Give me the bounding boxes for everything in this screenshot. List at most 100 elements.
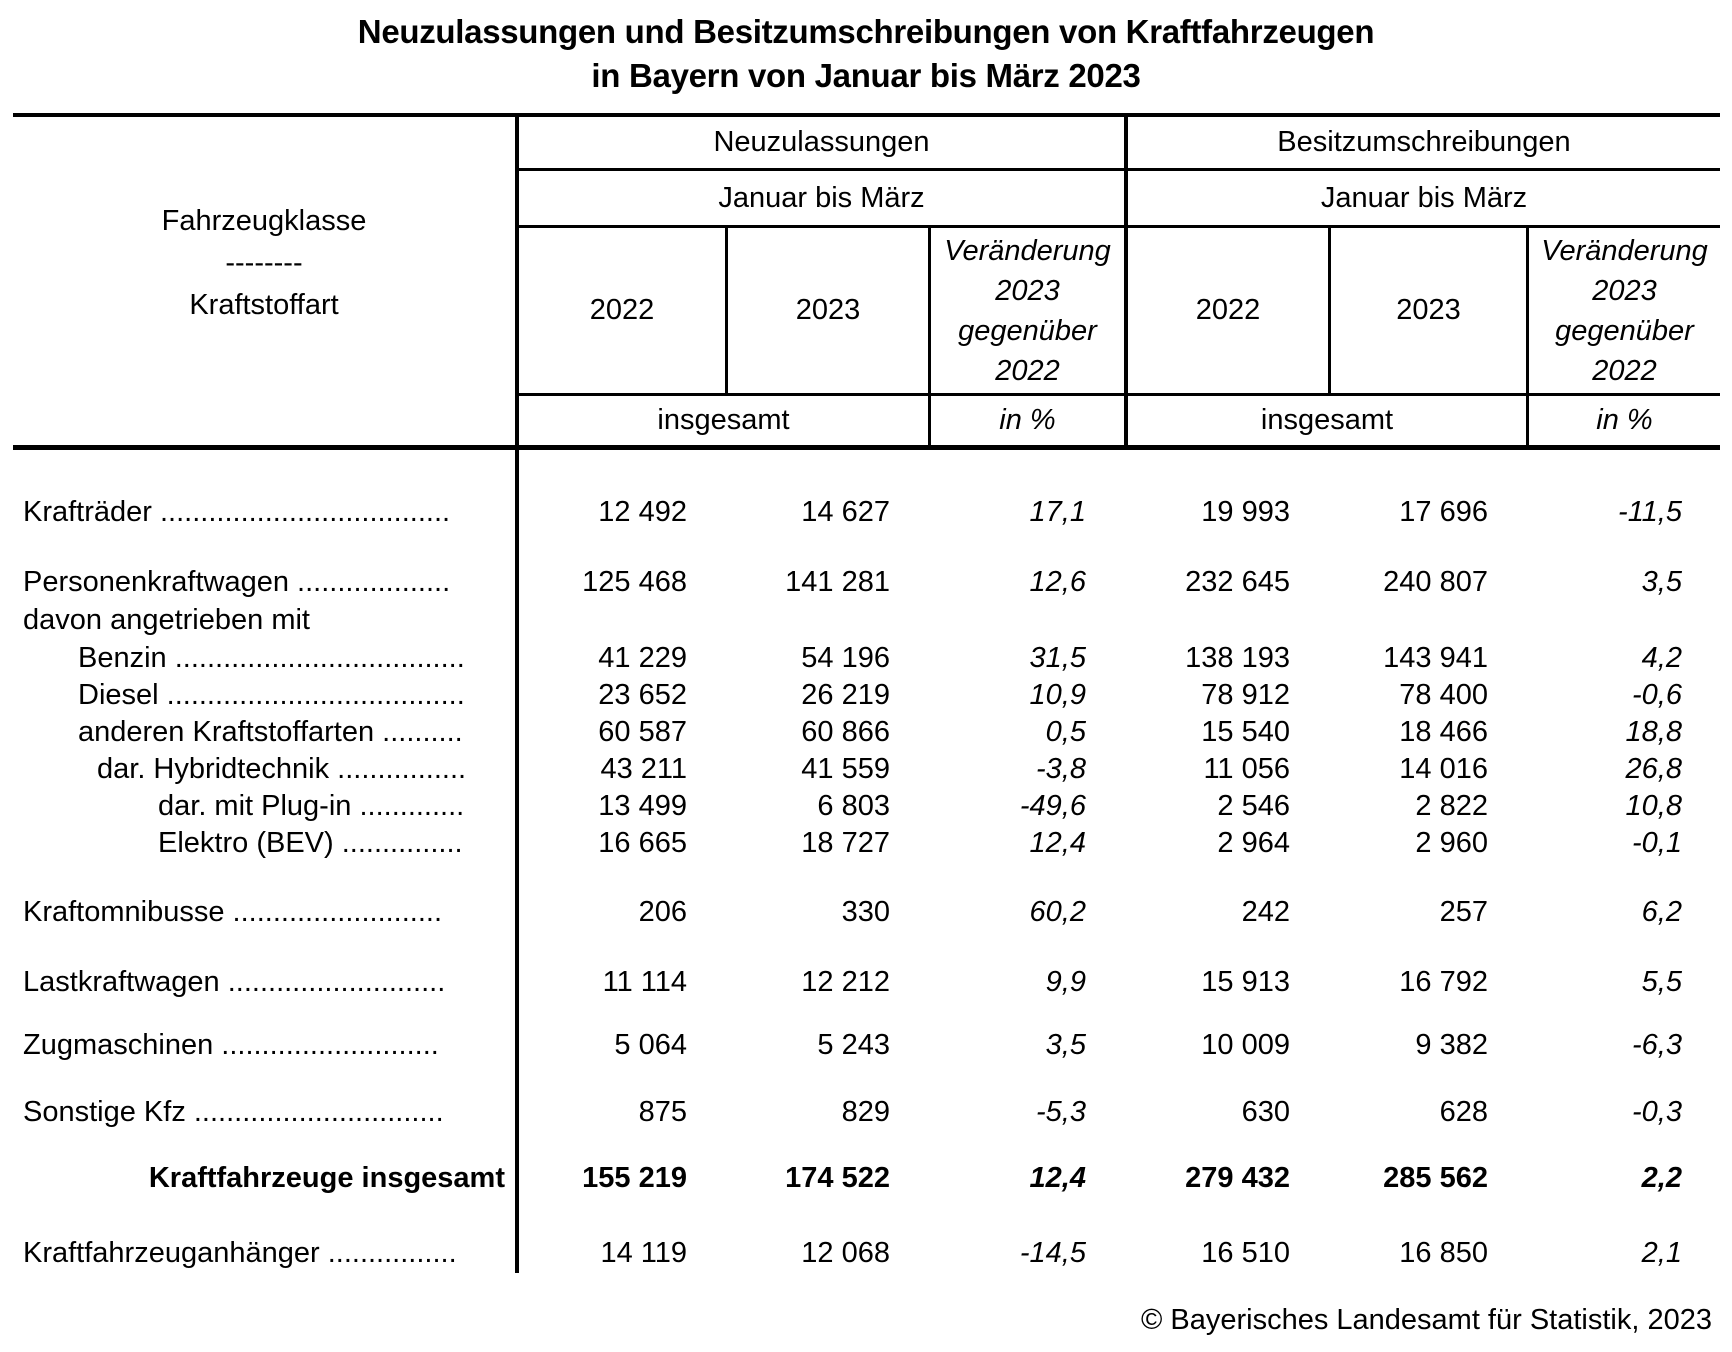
table-row-zugmaschinen: Zugmaschinen ...........................… (13, 1025, 1720, 1065)
page-title-line2: in Bayern von Januar bis März 2023 (591, 57, 1141, 94)
row-value-bu-2022: 16 510 (1201, 1236, 1290, 1269)
row-label: Elektro (BEV) ............... (158, 826, 463, 859)
row-value-nz-change: -14,5 (1019, 1236, 1086, 1269)
row-label: anderen Kraftstoffarten .......... (78, 715, 463, 748)
col-header-nz-change: Veränderung 2023 gegenüber 2022 (928, 228, 1124, 396)
row-value-bu-2023: 2 960 (1415, 826, 1488, 859)
row-value-bu-2022: 15 540 (1201, 715, 1290, 748)
row-label: Sonstige Kfz ...........................… (23, 1095, 444, 1128)
row-value-nz-change: 31,5 (1029, 641, 1086, 674)
row-value-nz-2022: 16 665 (598, 826, 687, 859)
row-value-nz-change: -5,3 (1036, 1095, 1086, 1128)
table-row-kraftfahrzeuganhaenger: Kraftfahrzeuganhänger ................ 14… (13, 1233, 1720, 1273)
row-value-bu-2023: 143 941 (1383, 641, 1488, 674)
row-value-nz-2023: 829 (841, 1095, 890, 1128)
row-value-nz-2022: 11 114 (602, 965, 687, 998)
row-value-nz-2023: 18 727 (801, 826, 890, 859)
row-value-nz-2022: 5 064 (614, 1028, 687, 1061)
row-value-nz-2023: 330 (841, 895, 890, 928)
row-value-bu-change: -0,6 (1632, 678, 1682, 711)
row-value-bu-2022: 15 913 (1201, 965, 1290, 998)
row-value-nz-change: -49,6 (1019, 789, 1086, 822)
row-value-nz-2022: 60 587 (598, 715, 687, 748)
row-value-nz-2022: 125 468 (582, 565, 687, 598)
row-value-nz-2022: 14 119 (600, 1236, 687, 1269)
stub-header: Fahrzeugklasse -------- Kraftstoffart (13, 117, 519, 445)
row-value-bu-change: 2,1 (1641, 1236, 1682, 1269)
row-value-bu-2023: 16 792 (1399, 965, 1488, 998)
row-label: Diesel .................................… (78, 678, 465, 711)
copyright-note: © Bayerisches Landesamt für Statistik, 2… (1140, 1304, 1712, 1336)
row-value-bu-2023: 17 696 (1399, 495, 1488, 528)
row-value-bu-2023: 16 850 (1399, 1236, 1488, 1269)
row-label: Kraftomnibusse .........................… (23, 895, 443, 928)
col-header-bu-change: Veränderung 2023 gegenüber 2022 (1526, 228, 1720, 396)
table-row-hybridtechnik: dar. Hybridtechnik ................ 43 21… (13, 749, 1720, 789)
row-value-nz-2022: 875 (638, 1095, 687, 1128)
row-value-bu-2023: 2 822 (1415, 789, 1488, 822)
row-label: Lastkraftwagen .........................… (23, 965, 446, 998)
row-value-nz-change: 60,2 (1029, 895, 1086, 928)
period-header-besitzumschreibungen: Januar bis März (1124, 171, 1720, 228)
page-title-line1: Neuzulassungen und Besitzumschreibungen … (357, 13, 1375, 50)
row-value-nz-2023: 41 559 (801, 752, 890, 785)
table-row-sonstige-kfz: Sonstige Kfz ...........................… (13, 1092, 1720, 1132)
row-value-nz-2023: 60 866 (801, 715, 890, 748)
col-header-nz-2022: 2022 (519, 228, 725, 396)
row-value-bu-change: 10,8 (1625, 789, 1682, 822)
row-value-nz-change: 12,4 (1029, 1161, 1086, 1194)
table-row-personenkraftwagen: Personenkraftwagen ................... 12… (13, 562, 1720, 602)
group-header-besitzumschreibungen: Besitzumschreibungen (1124, 117, 1720, 171)
row-value-bu-change: 18,8 (1625, 715, 1682, 748)
row-value-bu-2022: 242 (1241, 895, 1290, 928)
row-label: Personenkraftwagen ................... (23, 565, 451, 598)
row-label: Kraftfahrzeuge insgesamt (148, 1161, 505, 1194)
row-label: Krafträder .............................… (23, 495, 451, 528)
row-value-nz-2022: 43 211 (600, 752, 687, 785)
row-value-bu-change: 26,8 (1625, 752, 1682, 785)
row-value-bu-2023: 18 466 (1399, 715, 1488, 748)
row-value-nz-change: -3,8 (1036, 752, 1086, 785)
row-value-nz-change: 12,4 (1029, 826, 1086, 859)
stub-header-divider: -------- (225, 247, 303, 279)
table-row-diesel: Diesel .................................… (13, 675, 1720, 715)
row-value-nz-2022: 12 492 (598, 495, 687, 528)
row-value-bu-2022: 11 056 (1203, 752, 1290, 785)
row-label: Zugmaschinen ........................... (23, 1028, 439, 1061)
row-value-nz-2023: 5 243 (817, 1028, 890, 1061)
col-header-bu-2022: 2022 (1124, 228, 1328, 396)
row-label: Benzin .................................… (78, 641, 465, 674)
row-value-bu-change: -0,3 (1632, 1095, 1682, 1128)
row-value-bu-2022: 2 964 (1217, 826, 1290, 859)
row-value-nz-change: 0,5 (1045, 715, 1086, 748)
row-value-nz-2023: 174 522 (785, 1161, 890, 1194)
col-header-nz-2023: 2023 (725, 228, 928, 396)
row-value-nz-change: 10,9 (1029, 678, 1086, 711)
unit-header-bu-insgesamt: insgesamt (1124, 396, 1526, 445)
stub-column-divider (515, 450, 519, 1273)
row-value-bu-change: -0,1 (1632, 826, 1682, 859)
row-label: Kraftfahrzeuganhänger ................ (23, 1236, 457, 1269)
row-value-bu-change: 6,2 (1641, 895, 1682, 928)
row-value-nz-2022: 41 229 (598, 641, 687, 674)
row-value-bu-2022: 138 193 (1185, 641, 1290, 674)
row-value-bu-2022: 232 645 (1185, 565, 1290, 598)
row-value-nz-2022: 155 219 (582, 1161, 687, 1194)
row-value-nz-2023: 141 281 (785, 565, 890, 598)
row-value-bu-2023: 240 807 (1383, 565, 1488, 598)
row-value-bu-2022: 19 993 (1201, 495, 1290, 528)
row-value-bu-change: 3,5 (1641, 565, 1682, 598)
table-row-kraftraeder: Krafträder .............................… (13, 492, 1720, 532)
row-value-bu-2023: 628 (1439, 1095, 1488, 1128)
col-header-bu-2023: 2023 (1328, 228, 1526, 396)
row-value-nz-2023: 54 196 (801, 641, 890, 674)
table-header: Fahrzeugklasse -------- Kraftstoffart Ne… (13, 113, 1720, 450)
unit-header-bu-percent: in % (1526, 396, 1720, 445)
row-label: davon angetrieben mit (23, 603, 310, 636)
row-value-nz-2022: 206 (638, 895, 687, 928)
row-value-bu-2023: 285 562 (1383, 1161, 1488, 1194)
table-row-benzin: Benzin .................................… (13, 638, 1720, 678)
page-title: Neuzulassungen und Besitzumschreibungen … (0, 10, 1732, 98)
row-value-bu-2023: 78 400 (1399, 678, 1488, 711)
table-row-kraftfahrzeuge-insgesamt: Kraftfahrzeuge insgesamt 155 219 174 522 12… (13, 1158, 1720, 1198)
